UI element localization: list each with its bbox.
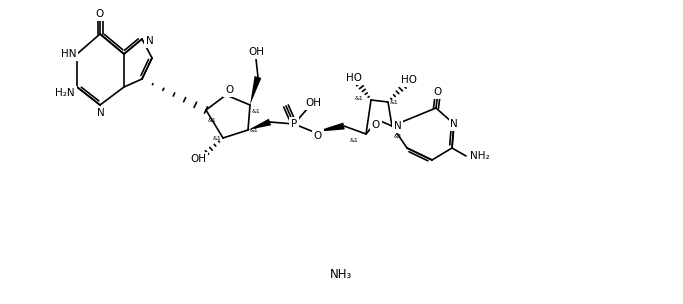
Text: N: N (97, 108, 105, 118)
Text: O: O (434, 87, 442, 97)
Text: &1: &1 (252, 109, 261, 114)
Text: HO: HO (401, 75, 417, 85)
Text: N: N (146, 36, 154, 46)
Polygon shape (248, 119, 271, 130)
Text: O: O (372, 120, 380, 130)
Text: &1: &1 (250, 128, 259, 133)
Text: P: P (291, 119, 297, 129)
Polygon shape (250, 76, 262, 105)
Text: &1: &1 (394, 134, 403, 139)
Text: H₂N: H₂N (55, 88, 75, 98)
Text: &1: &1 (212, 136, 221, 141)
Text: HO: HO (346, 73, 362, 83)
Polygon shape (314, 123, 345, 132)
Text: O: O (96, 9, 104, 19)
Text: OH: OH (190, 154, 206, 164)
Text: OH: OH (305, 98, 321, 108)
Text: N: N (394, 121, 402, 131)
Text: HN: HN (61, 49, 76, 59)
Text: &1: &1 (354, 96, 363, 101)
Text: &1: &1 (349, 138, 358, 143)
Text: O: O (314, 131, 322, 141)
Text: O: O (225, 85, 233, 95)
Text: NH₂: NH₂ (470, 151, 490, 161)
Text: N: N (450, 119, 458, 129)
Text: &1: &1 (390, 100, 399, 105)
Text: NH₃: NH₃ (330, 268, 352, 281)
Text: &1: &1 (208, 118, 217, 123)
Text: OH: OH (248, 47, 264, 57)
